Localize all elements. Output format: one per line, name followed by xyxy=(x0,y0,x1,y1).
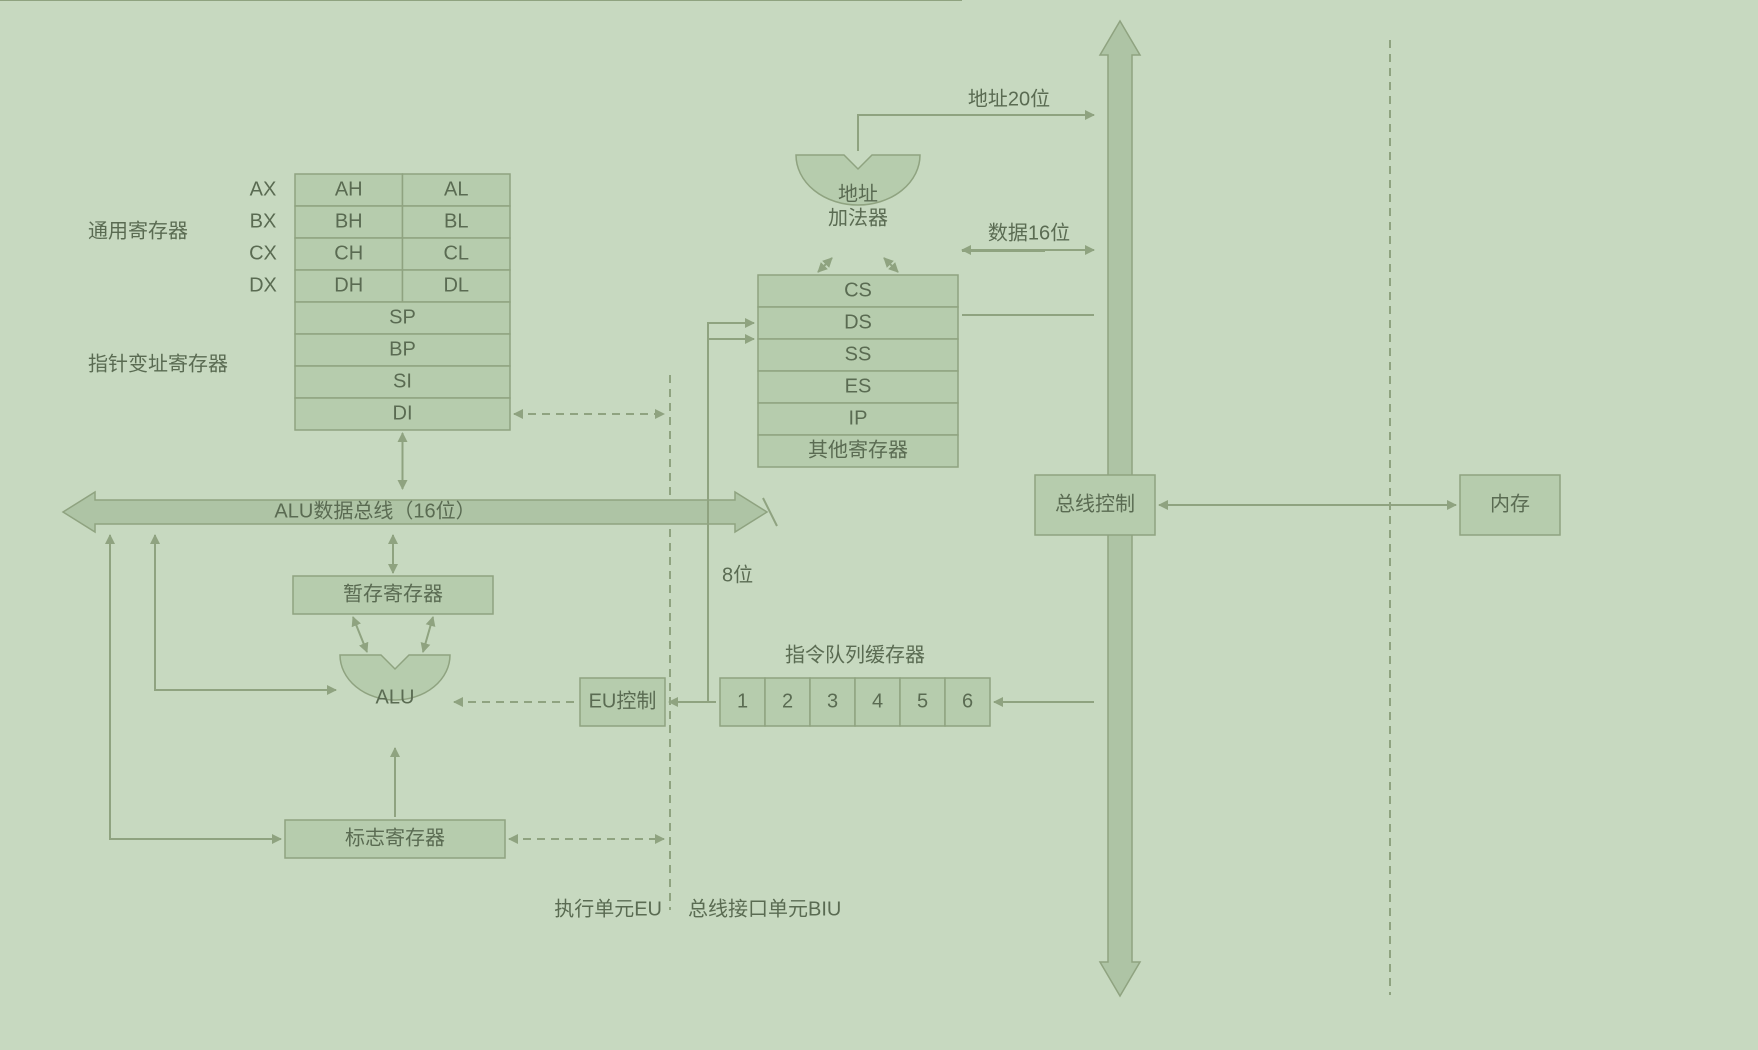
ptrreg-text-SP: SP xyxy=(389,306,416,328)
addr20-label: 地址20位 xyxy=(968,87,1050,110)
eu-zone-label: 执行单元EU xyxy=(554,897,662,920)
iq-cell-text-5: 5 xyxy=(917,690,928,712)
iq-cell-text-1: 1 xyxy=(737,690,748,712)
other-registers-label: 其他寄存器 xyxy=(808,438,908,461)
addr-adder-l2: 加法器 xyxy=(828,206,888,229)
 xyxy=(690,560,780,760)
segreg-text-IP: IP xyxy=(849,407,868,429)
ptrreg-text-BP: BP xyxy=(389,338,416,360)
segreg-text-DS: DS xyxy=(844,311,872,333)
biu-zone-label: 总线接口单元BIU xyxy=(688,897,841,920)
data16-label: 数据16位 xyxy=(988,221,1070,244)
gpr-label-BX: BX xyxy=(250,210,277,232)
segreg-text-CS: CS xyxy=(844,279,872,301)
iq-cell-text-4: 4 xyxy=(872,690,883,712)
gpr-lo-text-CX: CL xyxy=(443,242,469,264)
gpr-hi-text-DX: DH xyxy=(334,274,363,296)
iq-cell-text-2: 2 xyxy=(782,690,793,712)
gpr-lo-text-AX: AL xyxy=(444,178,468,200)
gpr-title: 通用寄存器 xyxy=(88,219,188,242)
temp-register-label: 暂存寄存器 xyxy=(343,582,443,605)
iq-cell-text-3: 3 xyxy=(827,690,838,712)
segreg-text-SS: SS xyxy=(845,343,872,365)
gpr-hi-text-CX: CH xyxy=(334,242,363,264)
gpr-lo-text-BX: BL xyxy=(444,210,468,232)
gpr-lo-text-DX: DL xyxy=(443,274,469,296)
ptrreg-text-SI: SI xyxy=(393,370,412,392)
eu-control-label: EU控制 xyxy=(589,689,657,712)
gpr-label-DX: DX xyxy=(249,274,277,296)
alu-label: ALU xyxy=(376,686,415,708)
eight-bit-label2: 8位 xyxy=(722,563,753,586)
gpr-hi-text-BX: BH xyxy=(335,210,363,232)
iq-title: 指令队列缓存器 xyxy=(785,643,925,666)
cpu-diagram: 执行单元EU 总线接口单元BIU 通用寄存器 AX AH AL BX BH BL CX CH CL DX… xyxy=(0,0,1758,1050)
ptr-title: 指针变址寄存器 xyxy=(88,352,228,375)
segreg-text-ES: ES xyxy=(845,375,872,397)
flags-register-label: 标志寄存器 xyxy=(345,826,445,849)
alu-bus-label: ALU数据总线（16位） xyxy=(274,499,475,522)
bus-control-label: 总线控制 xyxy=(1055,492,1135,515)
iq-cell-text-6: 6 xyxy=(962,690,973,712)
gpr-hi-text-AX: AH xyxy=(335,178,363,200)
memory-label: 内存 xyxy=(1490,492,1530,515)
addr-adder-l1: 地址 xyxy=(838,182,878,205)
gpr-label-AX: AX xyxy=(250,178,277,200)
ptrreg-text-DI: DI xyxy=(393,402,413,424)
gpr-label-CX: CX xyxy=(249,242,277,264)
